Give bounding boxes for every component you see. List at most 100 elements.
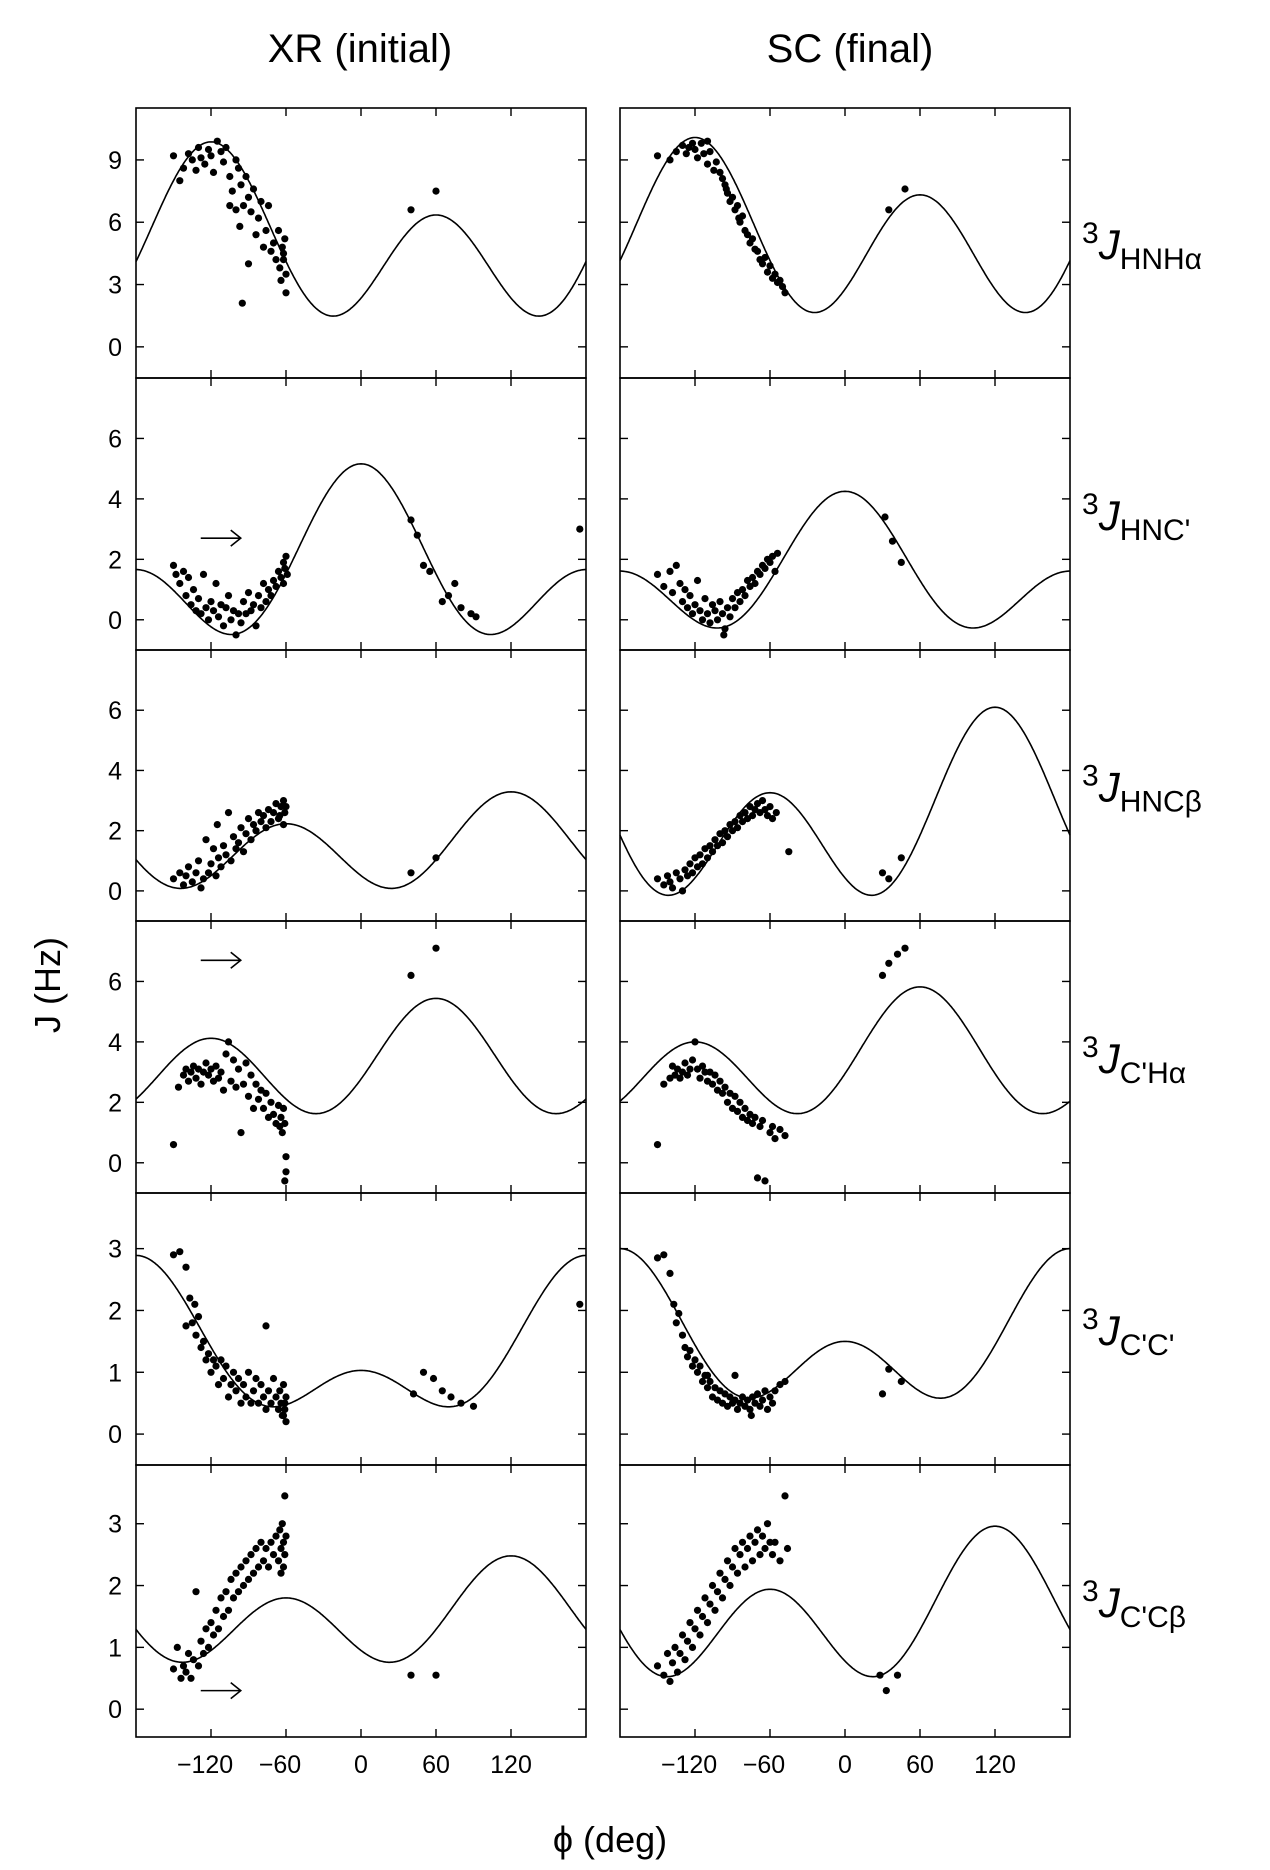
data-point xyxy=(259,812,268,820)
data-point xyxy=(735,214,743,222)
data-point xyxy=(277,803,285,811)
data-point xyxy=(182,592,190,600)
data-point xyxy=(666,567,674,576)
y-tick-label: 0 xyxy=(108,607,122,635)
data-point xyxy=(708,1581,717,1590)
data-point xyxy=(212,1062,220,1070)
data-point xyxy=(224,1393,233,1401)
data-point xyxy=(429,1374,438,1383)
data-points xyxy=(169,797,440,892)
data-point xyxy=(768,1399,777,1407)
data-point xyxy=(419,561,428,570)
y-tick-label: 3 xyxy=(108,272,122,300)
data-point xyxy=(222,143,230,152)
data-point xyxy=(199,570,208,579)
data-points xyxy=(169,1492,440,1682)
data-point xyxy=(738,1538,747,1546)
data-point xyxy=(232,1569,240,1577)
panel-grid: 03693JHNHα02463JHNC'02463JHNCβ02463JC'Hα… xyxy=(108,107,1202,1738)
data-point xyxy=(232,631,240,639)
data-point xyxy=(681,1059,689,1067)
data-point xyxy=(881,513,889,521)
data-point xyxy=(214,613,223,621)
data-point xyxy=(876,1671,884,1679)
data-point xyxy=(252,622,260,630)
panel-frame xyxy=(619,649,1071,922)
data-point xyxy=(259,579,268,588)
data-point xyxy=(182,1322,190,1330)
row-label-main: J xyxy=(1098,764,1121,811)
data-point xyxy=(239,1581,248,1590)
data-point xyxy=(237,1399,245,1407)
data-point xyxy=(736,1551,744,1559)
data-point xyxy=(743,1544,752,1553)
data-point xyxy=(728,595,737,603)
data-point xyxy=(718,610,727,618)
y-tick-label: 4 xyxy=(108,757,122,785)
y-tick-label: 0 xyxy=(108,878,122,906)
data-point xyxy=(726,1581,734,1590)
data-point xyxy=(227,616,235,624)
data-point xyxy=(257,818,265,826)
data-point xyxy=(746,1532,754,1540)
data-point xyxy=(259,243,268,251)
data-point xyxy=(761,1387,769,1395)
data-point xyxy=(212,1606,220,1614)
row-label-main: J xyxy=(1098,1579,1121,1626)
panel-frame xyxy=(135,1192,587,1466)
data-point xyxy=(229,1056,238,1064)
data-point xyxy=(227,1575,235,1583)
row-label-main: J xyxy=(1098,221,1121,268)
data-point xyxy=(660,582,668,591)
data-point xyxy=(731,1544,739,1553)
data-point xyxy=(257,1538,265,1546)
data-point xyxy=(783,1544,792,1553)
data-point xyxy=(169,875,178,883)
data-point xyxy=(721,827,729,835)
data-point xyxy=(671,1643,679,1651)
data-point xyxy=(252,231,260,239)
data-point xyxy=(748,1119,757,1128)
data-point xyxy=(187,1068,195,1076)
row-label-sub: C'Hα xyxy=(1120,1057,1186,1090)
data-point xyxy=(711,1071,719,1079)
row-label-sup: 3 xyxy=(1082,760,1099,793)
data-point xyxy=(761,564,769,573)
data-point xyxy=(716,598,724,606)
data-point xyxy=(771,1387,779,1395)
data-point xyxy=(247,1071,255,1079)
data-point xyxy=(229,1368,238,1376)
panel-r0-c1 xyxy=(619,107,1071,379)
data-point xyxy=(741,592,749,600)
data-point xyxy=(763,1520,772,1528)
row-label-sup: 3 xyxy=(1082,1575,1099,1608)
data-point xyxy=(232,1083,240,1091)
data-point xyxy=(192,1588,200,1596)
data-point xyxy=(736,598,744,606)
data-points xyxy=(653,137,909,297)
data-point xyxy=(281,1119,289,1128)
data-point xyxy=(237,619,245,627)
data-point xyxy=(222,1588,230,1596)
data-point xyxy=(244,260,253,268)
data-points xyxy=(169,516,584,639)
data-point xyxy=(696,1074,704,1082)
data-point xyxy=(282,1153,290,1161)
data-point xyxy=(676,1074,684,1082)
data-point xyxy=(201,160,209,168)
data-point xyxy=(278,1520,286,1528)
data-point xyxy=(885,206,893,214)
data-point xyxy=(232,845,240,853)
data-point xyxy=(878,869,887,877)
data-point xyxy=(700,150,708,158)
data-point xyxy=(214,1381,223,1389)
data-point xyxy=(741,809,749,817)
data-point xyxy=(748,235,757,243)
data-point xyxy=(229,833,238,841)
data-point xyxy=(279,1104,288,1112)
data-point xyxy=(276,812,284,820)
data-point xyxy=(444,592,453,600)
data-point xyxy=(691,1038,699,1046)
data-point xyxy=(675,1309,683,1318)
data-point xyxy=(686,1347,694,1355)
